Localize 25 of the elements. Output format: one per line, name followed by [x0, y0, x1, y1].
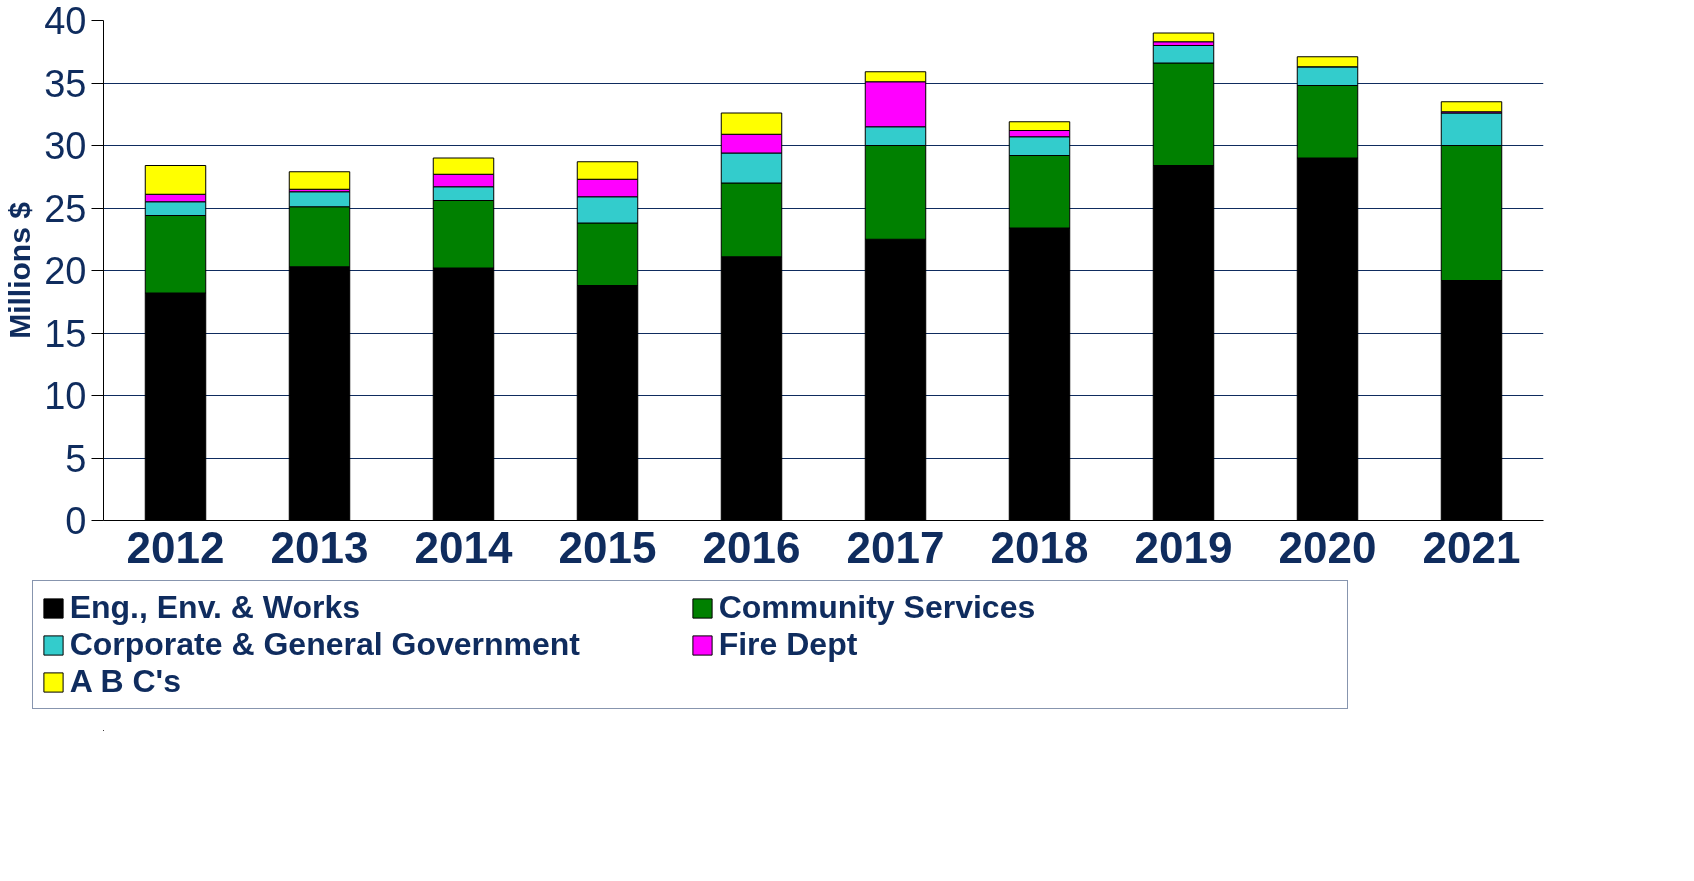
x-tick-label: 2021 — [1422, 522, 1521, 572]
legend-label: Eng., Env. & Works — [69, 589, 362, 626]
x-tick-label: 2013 — [270, 522, 369, 572]
y-tick-label: 25 — [44, 187, 87, 230]
y-tick-label: 20 — [44, 250, 87, 292]
y-tick-label: 5 — [65, 437, 87, 480]
y-tick-label: 35 — [44, 62, 87, 105]
x-tick-label: 2016 — [702, 522, 801, 572]
x-tick-label: 2012 — [126, 522, 225, 572]
y-axis-title: Millions $ — [3, 201, 37, 339]
y-tick-label: 40 — [44, 0, 87, 42]
x-tick-label: 2019 — [1134, 522, 1233, 572]
y-tick-label: 10 — [44, 375, 87, 417]
y-tick-label: 30 — [44, 125, 87, 167]
legend-label: Corporate & General Government — [69, 626, 581, 663]
x-tick-label: 2017 — [846, 522, 945, 572]
x-tick-label: 2015 — [558, 522, 657, 572]
legend-label: A B C's — [69, 663, 182, 700]
legend-label: Fire Dept — [718, 626, 859, 663]
x-tick-label: 2014 — [414, 522, 513, 572]
legend-label: Community Services — [718, 589, 1037, 626]
y-tick-label: 0 — [65, 500, 87, 542]
x-tick-label: 2020 — [1278, 522, 1377, 572]
x-tick-label: 2018 — [990, 522, 1089, 572]
y-tick-label: 15 — [44, 312, 87, 355]
